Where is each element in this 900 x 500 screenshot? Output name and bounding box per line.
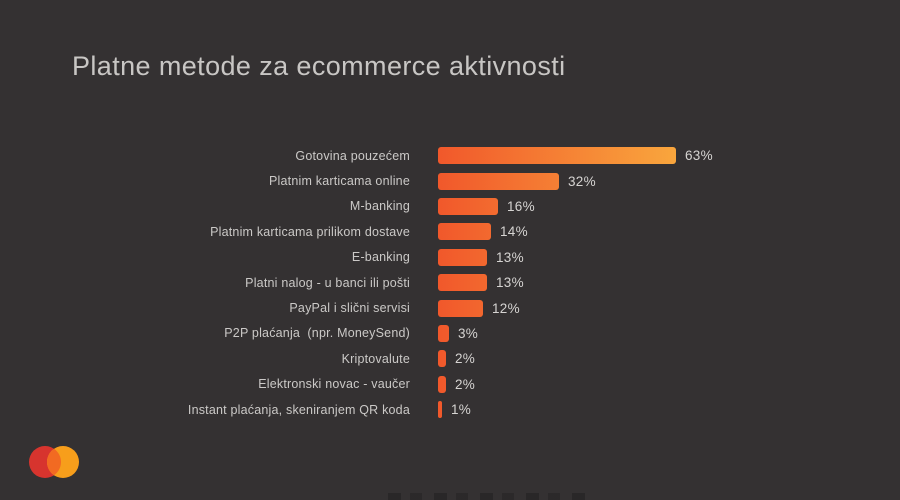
value-label: 1% [451,402,472,418]
chart-row: PayPal i slični servisi 12% [0,295,900,320]
chart-rows: Gotovina pouzećem 63% Platnim karticama on… [0,143,900,422]
bar-area: 13% [438,248,524,266]
chart-row: Platnim karticama online 32% [0,168,900,193]
value-label: 3% [458,325,479,341]
bar-area: 16% [438,197,535,215]
value-label: 63% [685,148,713,164]
bar-area: 3% [438,324,479,342]
category-label: E-banking [351,250,410,265]
bar [438,324,449,342]
bar [438,274,487,292]
chart-row: E-banking 13% [0,245,900,270]
bar-chart: Gotovina pouzećem 63% Platnim karticama on… [0,143,900,422]
value-label: 13% [496,249,524,265]
bar [438,299,483,317]
mastercard-logo-icon [29,446,79,478]
bar [438,172,559,190]
category-label: Instant plaćanja, skeniranjem QR koda [187,402,410,417]
category-label: M-banking [349,199,410,214]
category-label: P2P plaćanja (npr. MoneySend) [224,326,410,341]
chart-row: Elektronski novac - vaučer 2% [0,372,900,397]
bar [438,375,446,393]
bar [438,223,491,241]
category-label: Platnim karticama online [269,174,410,189]
bar [438,401,442,419]
chart-row: Platni nalog - u banci ili pošti 13% [0,270,900,295]
bar-area: 12% [438,299,520,317]
chart-row: Gotovina pouzećem 63% [0,143,900,168]
bar-area: 32% [438,172,596,190]
chart-row: P2P plaćanja (npr. MoneySend) 3% [0,321,900,346]
value-label: 14% [500,224,528,240]
value-label: 16% [507,198,535,214]
chart-row: Kriptovalute 2% [0,346,900,371]
value-label: 2% [455,376,476,392]
bar [438,147,676,165]
bar-area: 14% [438,223,528,241]
bar [438,197,498,215]
chart-row: M-banking 16% [0,194,900,219]
chart-row: Platnim karticama prilikom dostave 14% [0,219,900,244]
value-label: 13% [496,275,524,291]
category-label: PayPal i slični servisi [289,301,410,316]
bar-area: 13% [438,274,524,292]
page-title: Platne metode za ecommerce aktivnosti [72,51,566,81]
chart-row: Instant plaćanja, skeniranjem QR koda 1% [0,397,900,422]
value-label: 32% [568,173,596,189]
category-label: Gotovina pouzećem [295,148,410,163]
category-label: Platni nalog - u banci ili pošti [245,275,410,290]
bar [438,350,446,368]
bar [438,248,487,266]
value-label: 2% [455,351,476,367]
bar-area: 1% [438,401,472,419]
bar-area: 63% [438,147,713,165]
footer-cropped-text [388,493,588,500]
category-label: Platnim karticama prilikom dostave [210,224,410,239]
value-label: 12% [492,300,520,316]
bar-area: 2% [438,375,476,393]
bar-area: 2% [438,350,476,368]
category-label: Elektronski novac - vaučer [258,377,410,392]
mastercard-overlap-lens [46,448,62,476]
category-label: Kriptovalute [341,351,410,366]
